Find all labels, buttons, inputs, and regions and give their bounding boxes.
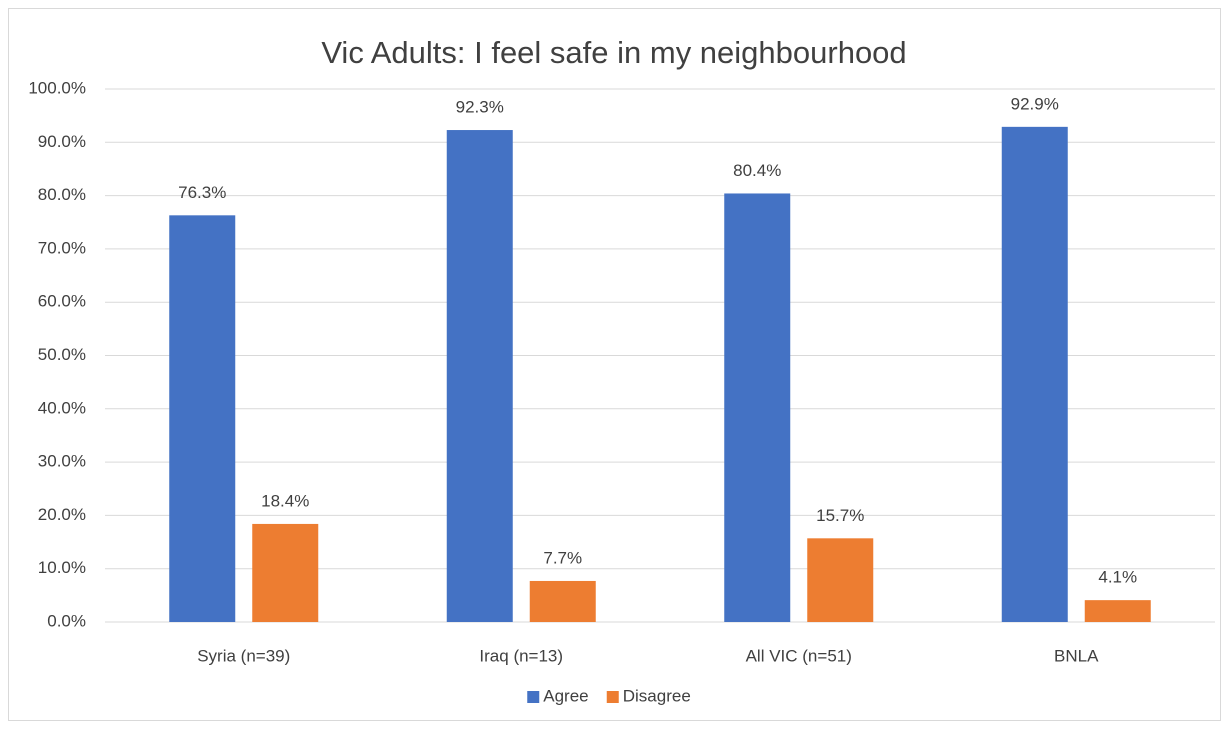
legend-swatch: [527, 691, 540, 703]
value-label: 18.4%: [261, 491, 309, 510]
y-tick-label: 60.0%: [38, 292, 86, 311]
bar: [169, 215, 236, 623]
bar: [252, 523, 319, 622]
y-tick-label: 90.0%: [38, 132, 86, 151]
y-tick-label: 40.0%: [38, 398, 86, 417]
y-tick-label: 80.0%: [38, 185, 86, 204]
legend-label: Disagree: [623, 686, 691, 705]
bar: [1084, 600, 1151, 622]
y-tick-label: 10.0%: [38, 558, 86, 577]
value-label: 80.4%: [733, 161, 781, 180]
y-tick-label: 30.0%: [38, 452, 86, 471]
y-tick-label: 50.0%: [38, 345, 86, 364]
bar: [446, 130, 513, 622]
bar: [529, 580, 596, 622]
y-tick-label: 0.0%: [47, 611, 86, 630]
legend-swatch: [606, 691, 619, 703]
y-tick-label: 70.0%: [38, 238, 86, 257]
x-tick-label: Syria (n=39): [197, 646, 290, 665]
x-tick-label: Iraq (n=13): [479, 646, 563, 665]
legend-label: Agree: [543, 686, 588, 705]
value-label: 15.7%: [816, 506, 864, 525]
x-tick-label: BNLA: [1054, 646, 1099, 665]
bar: [1001, 126, 1068, 622]
value-label: 92.3%: [456, 98, 504, 117]
chart-title: Vic Adults: I feel safe in my neighbourh…: [321, 35, 906, 70]
bar: [807, 538, 874, 622]
bar: [724, 193, 791, 622]
value-label: 4.1%: [1098, 568, 1137, 587]
value-label: 76.3%: [178, 183, 226, 202]
value-label: 7.7%: [543, 548, 582, 567]
value-label: 92.9%: [1011, 94, 1059, 113]
x-tick-label: All VIC (n=51): [746, 646, 852, 665]
y-tick-label: 100.0%: [28, 78, 86, 97]
y-tick-label: 20.0%: [38, 505, 86, 524]
